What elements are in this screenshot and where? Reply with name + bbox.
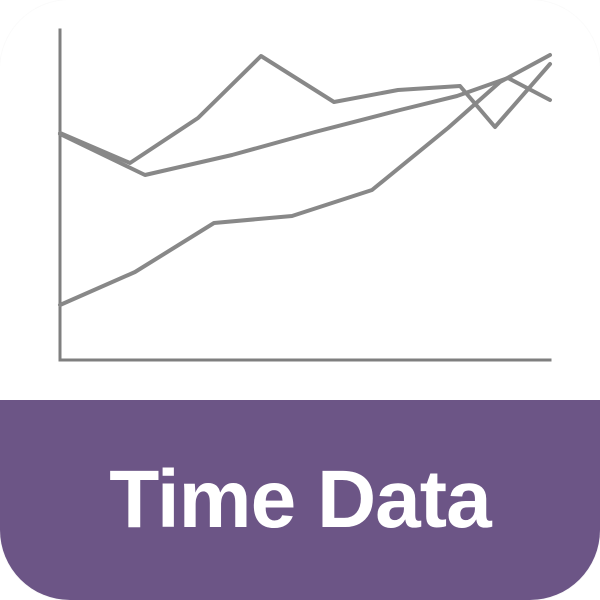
chart-series-series-1 bbox=[60, 56, 550, 163]
chart-area bbox=[0, 0, 600, 400]
time-data-card: Time Data bbox=[0, 0, 600, 600]
chart-series-series-3 bbox=[60, 55, 550, 305]
card-title: Time Data bbox=[109, 453, 490, 547]
line-chart-icon bbox=[0, 0, 600, 400]
label-area: Time Data bbox=[0, 400, 600, 600]
